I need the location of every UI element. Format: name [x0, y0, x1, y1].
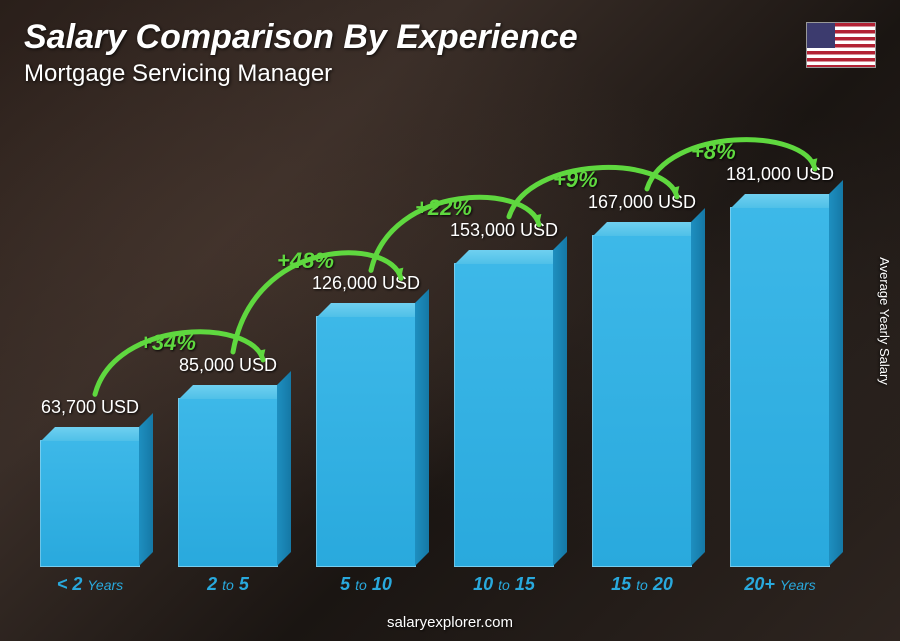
x-axis-label: 2 to 5 [207, 574, 249, 595]
x-axis-label: 10 to 15 [473, 574, 535, 595]
bar [454, 263, 554, 567]
bar-group: 63,700 USD< 2 Years [30, 390, 150, 567]
country-flag-us [806, 22, 876, 68]
value-label: 63,700 USD [41, 397, 139, 418]
x-axis-label: 20+ Years [744, 574, 815, 595]
x-axis-label: 5 to 10 [340, 574, 392, 595]
chart-subtitle: Mortgage Servicing Manager [24, 60, 332, 88]
bar [592, 235, 692, 567]
percent-increase-badge: +8% [691, 139, 736, 165]
value-label: 181,000 USD [726, 164, 834, 185]
bar [40, 440, 140, 567]
percent-increase-badge: +34% [139, 330, 196, 356]
footer-attribution: salaryexplorer.com [387, 614, 513, 631]
x-axis-label: < 2 Years [57, 574, 123, 595]
chart-area: 63,700 USD< 2 Years85,000 USD2 to 5+34%1… [30, 95, 860, 595]
flag-canton [807, 23, 835, 48]
bar-group: 153,000 USD10 to 15 [444, 213, 564, 567]
bar-group: 85,000 USD2 to 5 [168, 348, 288, 567]
value-label: 126,000 USD [312, 273, 420, 294]
y-axis-label: Average Yearly Salary [877, 257, 892, 385]
bar [178, 398, 278, 567]
bar [730, 207, 830, 567]
bar [316, 316, 416, 567]
value-label: 153,000 USD [450, 220, 558, 241]
x-axis-label: 15 to 20 [611, 574, 673, 595]
value-label: 85,000 USD [179, 355, 277, 376]
bar-group: 126,000 USD5 to 10 [306, 266, 426, 567]
bar-group: 181,000 USD20+ Years [720, 157, 840, 567]
percent-increase-badge: +48% [277, 248, 334, 274]
chart-title: Salary Comparison By Experience [24, 18, 578, 57]
percent-increase-badge: +9% [553, 167, 598, 193]
value-label: 167,000 USD [588, 192, 696, 213]
percent-increase-badge: +22% [415, 195, 472, 221]
bar-group: 167,000 USD15 to 20 [582, 185, 702, 567]
